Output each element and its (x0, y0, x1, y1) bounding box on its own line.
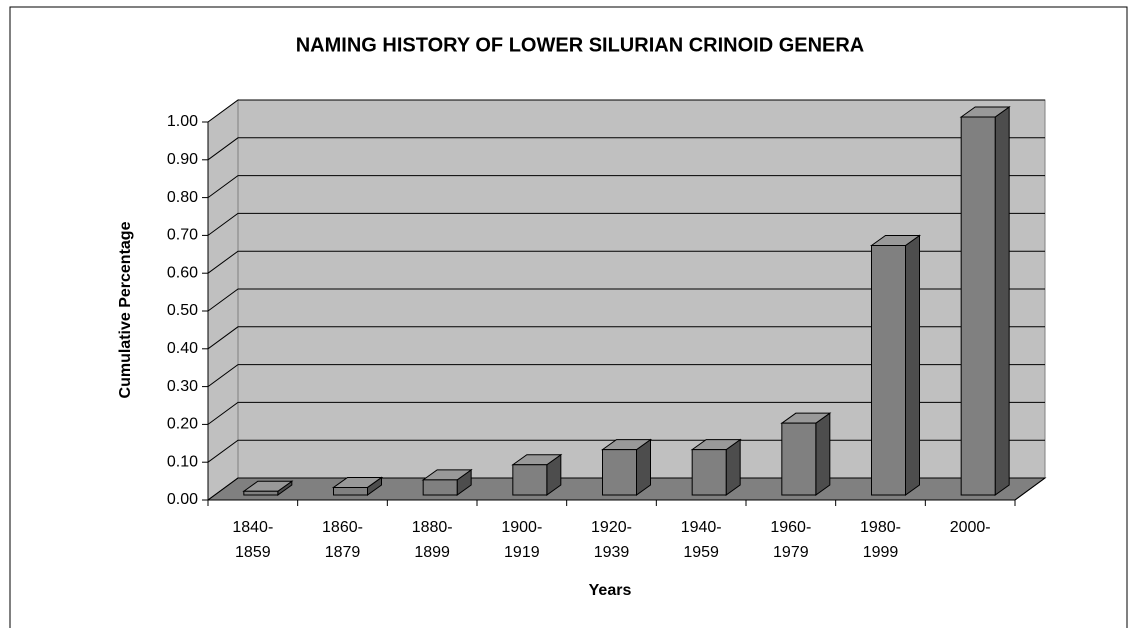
bar-face (871, 245, 906, 496)
chart-border (9, 6, 1128, 628)
x-axis-depth (1014, 477, 1046, 501)
grid-line (207, 477, 1045, 501)
bar-face (512, 464, 548, 496)
bar-face (781, 422, 817, 496)
bar (511, 453, 563, 496)
x-tick-label: 1980-1999 (860, 519, 901, 561)
bar (869, 234, 922, 496)
y-tick-label: 0.10 (167, 453, 198, 470)
bar (959, 106, 1011, 496)
bar (421, 468, 473, 496)
x-tick-label: 1880-1899 (411, 519, 453, 561)
bar-face (960, 116, 996, 496)
grid-line (207, 175, 1045, 199)
grid-line (207, 364, 1045, 388)
grid-line (207, 137, 1045, 161)
bar-face (905, 234, 920, 496)
bar-face (994, 106, 1010, 496)
bar (690, 438, 742, 496)
x-tick-label: 1840-1859 (232, 519, 274, 561)
bar-face (815, 412, 831, 496)
y-tick-label: 0.90 (167, 151, 198, 168)
bar-face (602, 449, 637, 496)
chart-title: NAMING HISTORY OF LOWER SILURIAN CRINOID… (296, 34, 865, 56)
bar-face (333, 486, 368, 496)
y-tick-label: 0.40 (167, 340, 198, 357)
y-tick-label: 0.80 (167, 189, 198, 206)
y-tick-label: 0.00 (167, 491, 198, 508)
x-tick-label: 1940-1959 (680, 519, 722, 561)
grid-line (207, 99, 1045, 123)
y-tick-label: 0.50 (167, 302, 198, 319)
bar-face (422, 479, 458, 496)
grid-line (207, 326, 1045, 350)
grid-line (207, 250, 1045, 274)
y-tick-label: 1.00 (167, 113, 198, 130)
x-tick-label: 1920-1939 (591, 519, 632, 561)
x-tick-label: 2000- (949, 519, 991, 536)
y-tick-label: 0.70 (167, 227, 198, 244)
grid-line (207, 401, 1045, 425)
bar-face (243, 490, 279, 496)
bar (331, 476, 384, 496)
x-tick-label: 1960-1979 (770, 519, 812, 561)
grid-line (207, 288, 1045, 312)
y-tick-label: 0.20 (167, 416, 198, 433)
bar-face (691, 449, 727, 496)
bar (780, 412, 832, 496)
y-tick-label: 0.60 (167, 264, 198, 281)
bar (242, 480, 294, 496)
x-tick-label: 1900-1919 (501, 519, 543, 561)
x-axis-label: Years (589, 582, 632, 599)
grid-line (207, 212, 1045, 236)
y-tick-label: 0.30 (167, 378, 198, 395)
grid-line (207, 439, 1045, 463)
y-axis-label: Cumulative Percentage (117, 221, 134, 398)
x-tick-label: 1860-1879 (322, 519, 363, 561)
bar (600, 438, 653, 496)
